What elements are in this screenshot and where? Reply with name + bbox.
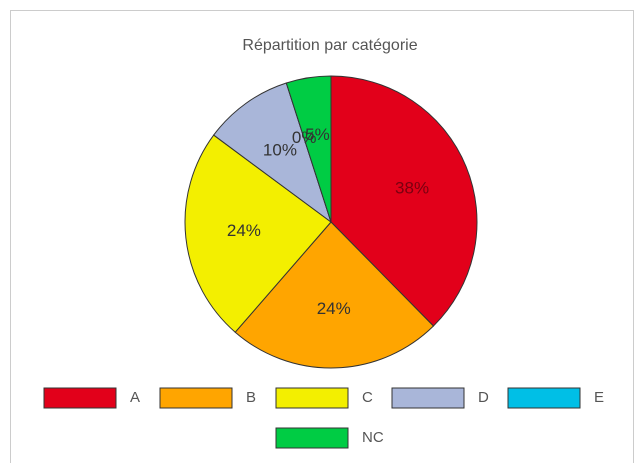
- legend-label: D: [478, 389, 489, 406]
- legend-label: NC: [362, 429, 384, 446]
- legend-swatch: [275, 387, 349, 409]
- legend-swatch: [275, 427, 349, 449]
- pie-slice: [285, 75, 332, 223]
- data-label: 38%: [395, 178, 429, 197]
- pie-slice: [234, 221, 435, 369]
- pie-slice: [184, 134, 332, 333]
- data-label: 10%: [263, 140, 297, 159]
- legend-swatch: [507, 387, 581, 409]
- pie-slice: [212, 82, 332, 224]
- legend-label: E: [594, 389, 604, 406]
- legend-label: C: [362, 389, 373, 406]
- pie-slice: [330, 75, 478, 327]
- legend-swatch: [43, 387, 117, 409]
- legend-swatch: [159, 387, 233, 409]
- data-label: 24%: [317, 299, 351, 318]
- legend-swatch: [391, 387, 465, 409]
- data-label: 0%: [292, 128, 317, 147]
- legend-label: A: [130, 389, 140, 406]
- data-label: 5%: [305, 125, 330, 144]
- legend-label: B: [246, 389, 256, 406]
- chart-title: Répartition par catégorie: [242, 37, 417, 54]
- data-label: 24%: [227, 221, 261, 240]
